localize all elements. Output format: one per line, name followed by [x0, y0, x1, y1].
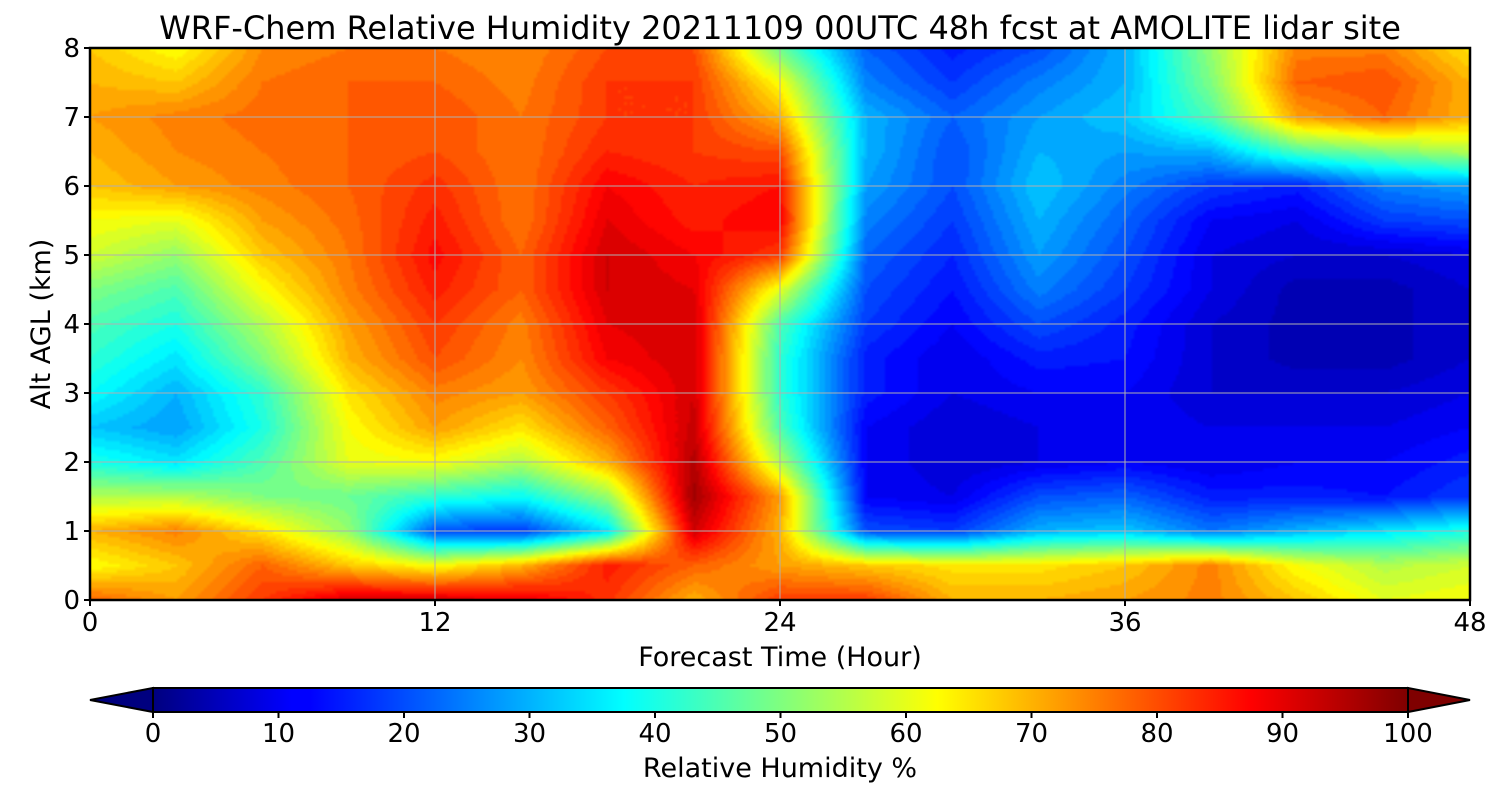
colorbar-tick-label: 40	[638, 719, 671, 749]
colorbar-tick-label: 30	[513, 719, 546, 749]
colorbar-tick-label: 90	[1266, 719, 1299, 749]
y-tick-label: 2	[63, 448, 80, 478]
y-tick-label: 0	[63, 586, 80, 616]
chart-title: WRF-Chem Relative Humidity 20211109 00UT…	[159, 9, 1401, 47]
y-axis-ticks: 0 1 2 3 4 5 6 7 8	[63, 34, 90, 616]
x-tick-label: 24	[763, 608, 796, 638]
colorbar-body	[153, 688, 1408, 712]
colorbar-tick-label: 80	[1140, 719, 1173, 749]
colorbar-tick-label: 20	[387, 719, 420, 749]
y-tick-label: 3	[63, 379, 80, 409]
x-tick-label: 12	[418, 608, 451, 638]
y-axis-label: Alt AGL (km)	[26, 239, 57, 410]
colorbar-tick-label: 60	[889, 719, 922, 749]
colorbar-tick-label: 70	[1015, 719, 1048, 749]
colorbar-tick-label: 100	[1383, 719, 1433, 749]
y-tick-label: 1	[63, 517, 80, 547]
colorbar-tick-label: 50	[764, 719, 797, 749]
colorbar-tick-label: 10	[262, 719, 295, 749]
colorbar-tick-label: 0	[145, 719, 162, 749]
x-tick-label: 48	[1453, 608, 1486, 638]
x-axis-label: Forecast Time (Hour)	[638, 642, 922, 673]
y-tick-label: 4	[63, 310, 80, 340]
y-tick-label: 7	[63, 103, 80, 133]
y-tick-label: 8	[63, 34, 80, 64]
x-tick-label: 36	[1108, 608, 1141, 638]
x-axis-ticks: 0 12 24 36 48	[82, 600, 1487, 638]
colorbar-label: Relative Humidity %	[643, 753, 917, 784]
colorbar-ticks: 0 10 20 30 40 50 60 70 80 90 100	[145, 712, 1433, 749]
y-tick-label: 6	[63, 172, 80, 202]
x-tick-label: 0	[82, 608, 99, 638]
colorbar-min-extend	[89, 686, 154, 714]
colorbar-max-extend	[1407, 686, 1471, 714]
colorbar: 0 10 20 30 40 50 60 70 80 90 100 Relative Humidity…	[89, 686, 1471, 784]
y-tick-label: 5	[63, 241, 80, 271]
